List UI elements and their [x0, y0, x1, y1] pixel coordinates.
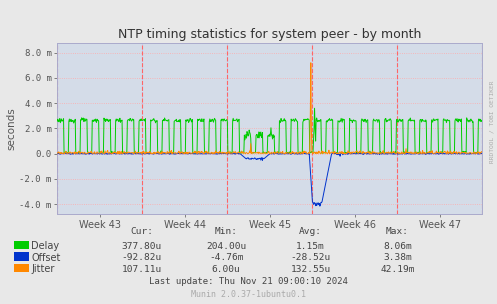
Text: Delay: Delay [31, 241, 60, 251]
Text: 8.06m: 8.06m [383, 242, 412, 251]
Text: 42.19m: 42.19m [380, 265, 415, 274]
Text: Jitter: Jitter [31, 264, 55, 274]
Text: Last update: Thu Nov 21 09:00:10 2024: Last update: Thu Nov 21 09:00:10 2024 [149, 277, 348, 286]
Text: Min:: Min: [215, 227, 238, 236]
Text: Offset: Offset [31, 253, 61, 263]
Text: Cur:: Cur: [130, 227, 153, 236]
Title: NTP timing statistics for system peer - by month: NTP timing statistics for system peer - … [118, 28, 421, 41]
Text: 3.38m: 3.38m [383, 253, 412, 262]
Text: -4.76m: -4.76m [209, 253, 244, 262]
Text: 107.11u: 107.11u [122, 265, 162, 274]
Text: Max:: Max: [386, 227, 409, 236]
Text: -28.52u: -28.52u [291, 253, 331, 262]
Text: RRDTOOL / TOBI OETIKER: RRDTOOL / TOBI OETIKER [490, 80, 495, 163]
Y-axis label: seconds: seconds [6, 107, 16, 150]
Text: 6.00u: 6.00u [212, 265, 241, 274]
Text: 1.15m: 1.15m [296, 242, 325, 251]
Text: 132.55u: 132.55u [291, 265, 331, 274]
Text: -92.82u: -92.82u [122, 253, 162, 262]
Text: 204.00u: 204.00u [206, 242, 246, 251]
Text: Munin 2.0.37-1ubuntu0.1: Munin 2.0.37-1ubuntu0.1 [191, 290, 306, 299]
Text: Avg:: Avg: [299, 227, 322, 236]
Text: 377.80u: 377.80u [122, 242, 162, 251]
